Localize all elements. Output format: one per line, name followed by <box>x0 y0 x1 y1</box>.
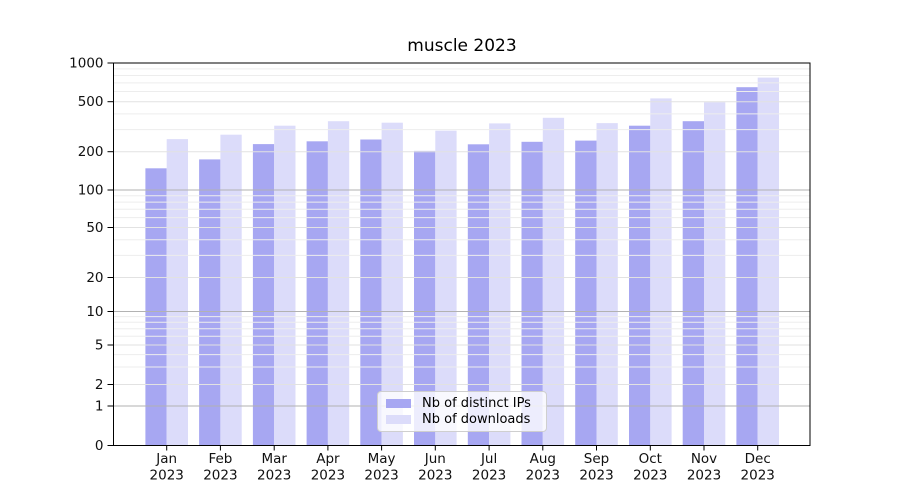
bar-nb-of-distinct-ips-feb <box>199 159 221 446</box>
x-tick-label-year: 2023 <box>579 468 613 484</box>
y-tick-label: 100 <box>78 183 104 199</box>
bar-nb-of-distinct-ips-jan <box>145 168 167 446</box>
y-tick-label: 20 <box>86 270 103 286</box>
bar-nb-of-downloads-aug <box>542 117 565 446</box>
y-tick-label: 50 <box>86 220 103 236</box>
x-tick-label-month: Feb <box>208 451 232 467</box>
x-tick-label-month: Dec <box>745 451 771 467</box>
legend-item-downloads: Nb of downloads <box>386 413 538 426</box>
x-tick-label-month: Jan <box>155 451 177 467</box>
y-tick-label: 2 <box>95 377 104 393</box>
bar-nb-of-downloads-jan <box>166 139 188 446</box>
x-tick-label-month: May <box>368 451 396 467</box>
x-tick-label-month: Oct <box>639 451 662 467</box>
x-tick-label-year: 2023 <box>203 468 237 484</box>
bar-nb-of-distinct-ips-jul <box>467 144 490 446</box>
x-tick-label-year: 2023 <box>418 468 452 484</box>
y-tick-label: 0 <box>95 438 104 454</box>
x-tick-label-month: Jul <box>480 451 497 467</box>
bar-nb-of-downloads-nov <box>704 102 726 446</box>
bar-nb-of-distinct-ips-nov <box>682 121 704 446</box>
plot-frame <box>113 62 811 446</box>
bar-nb-of-downloads-sep <box>596 123 618 446</box>
bar-nb-of-downloads-dec <box>757 77 779 446</box>
bar-nb-of-downloads-mar <box>274 125 296 446</box>
x-tick-label-year: 2023 <box>687 468 721 484</box>
x-tick-label-year: 2023 <box>257 468 291 484</box>
x-tick-label-year: 2023 <box>741 468 775 484</box>
x-tick-label-year: 2023 <box>633 468 667 484</box>
legend-label-distinct-ips: Nb of distinct IPs <box>422 396 531 411</box>
bar-nb-of-distinct-ips-oct <box>629 125 651 446</box>
y-tick-label: 10 <box>86 304 103 320</box>
bar-nb-of-distinct-ips-may <box>360 139 382 446</box>
y-tick-label: 500 <box>78 94 104 110</box>
x-tick-label-year: 2023 <box>472 468 506 484</box>
x-tick-label-month: Jun <box>424 451 446 467</box>
legend-item-distinct-ips: Nb of distinct IPs <box>386 397 538 410</box>
chart-title: muscle 2023 <box>407 36 517 56</box>
x-tick-label-month: Apr <box>316 451 340 467</box>
bar-nb-of-downloads-may <box>381 122 403 446</box>
bar-nb-of-distinct-ips-sep <box>575 140 597 446</box>
bar-nb-of-downloads-jul <box>489 123 511 446</box>
x-tick-label-year: 2023 <box>150 468 184 484</box>
bar-nb-of-downloads-feb <box>220 134 242 446</box>
bar-nb-of-downloads-apr <box>327 121 350 446</box>
bar-nb-of-distinct-ips-jun <box>414 150 436 446</box>
bar-nb-of-distinct-ips-apr <box>306 141 328 446</box>
x-tick-label-year: 2023 <box>311 468 345 484</box>
bar-nb-of-downloads-oct <box>650 98 672 446</box>
y-tick-label: 1 <box>95 399 104 415</box>
legend-swatch-downloads <box>386 414 411 425</box>
x-tick-label-year: 2023 <box>526 468 560 484</box>
bar-nb-of-distinct-ips-mar <box>252 144 275 446</box>
x-tick-label-month: Mar <box>261 451 287 467</box>
x-tick-label-month: Nov <box>691 451 717 467</box>
y-tick-label: 1000 <box>69 56 103 72</box>
y-tick-label: 200 <box>78 144 104 160</box>
x-tick-label-year: 2023 <box>364 468 398 484</box>
x-tick-label-month: Aug <box>530 451 556 467</box>
bar-nb-of-distinct-ips-dec <box>736 87 758 446</box>
legend-label-downloads: Nb of downloads <box>422 412 531 427</box>
legend-swatch-distinct-ips <box>386 398 411 409</box>
y-tick-label: 5 <box>95 338 104 354</box>
x-tick-label-month: Sep <box>584 451 609 467</box>
legend: Nb of distinct IPs Nb of downloads <box>377 391 547 432</box>
